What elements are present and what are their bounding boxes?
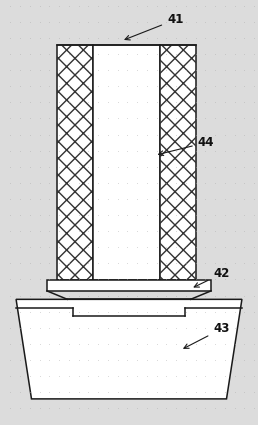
- Bar: [47, 280, 211, 291]
- Text: 43: 43: [184, 323, 230, 348]
- Bar: [160, 45, 196, 280]
- Polygon shape: [16, 299, 242, 399]
- Text: 42: 42: [194, 267, 230, 287]
- Bar: [57, 45, 93, 280]
- Text: 44: 44: [159, 136, 214, 156]
- Text: 41: 41: [125, 13, 183, 40]
- Bar: [93, 45, 160, 280]
- Bar: [57, 45, 93, 280]
- Bar: [160, 45, 196, 280]
